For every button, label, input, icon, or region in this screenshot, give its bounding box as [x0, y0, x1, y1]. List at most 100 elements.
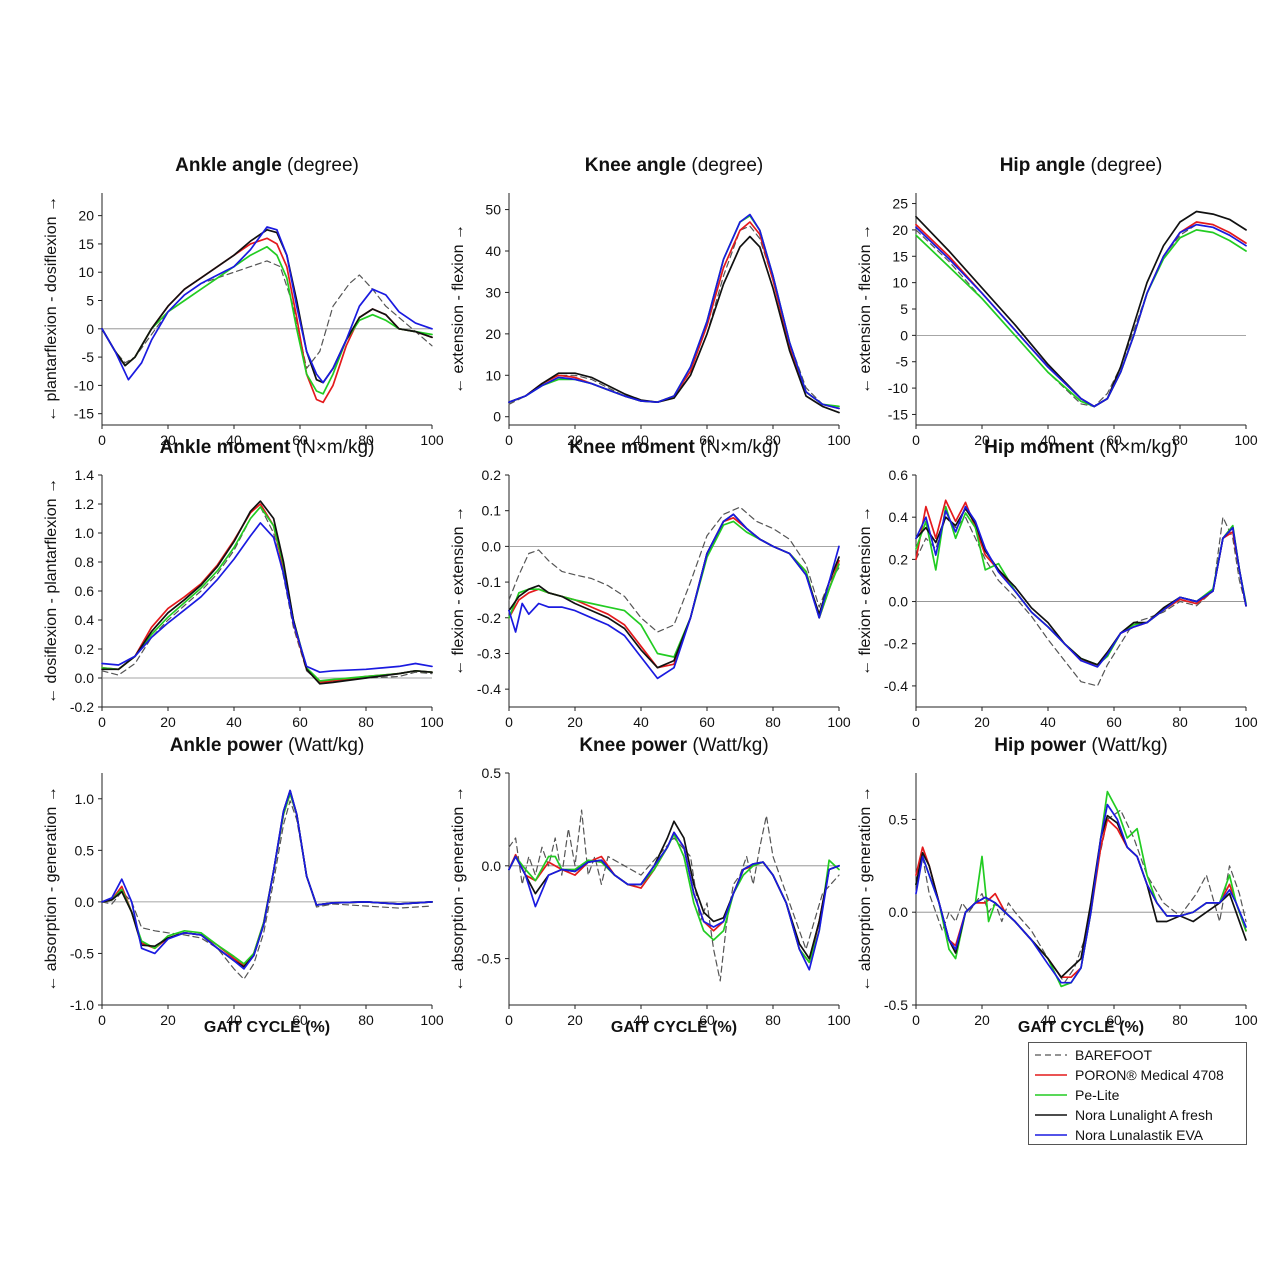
y-tick-label: 10: [485, 367, 501, 383]
y-tick-label: 1.2: [75, 496, 95, 512]
legend-label: Pe-Lite: [1075, 1087, 1120, 1103]
chart-panel: 0 10 20 30 40 50 0 20 40 60 80 100 Knee angle (degre…: [450, 155, 851, 448]
series-line: [101, 245, 433, 395]
chart-title: Ankle angle (degree): [175, 155, 359, 176]
series-line: [915, 224, 1247, 408]
series-line: [101, 789, 433, 968]
series-line: [508, 520, 840, 658]
y-tick-label: 0.2: [889, 551, 909, 567]
chart-title-unit: (Watt/kg): [288, 735, 364, 756]
x-axis-caption: GAIT CYCLE (%): [611, 1019, 737, 1036]
y-axis-label: ← extension - flexion →: [450, 224, 467, 394]
series-line: [915, 229, 1247, 408]
legend-swatch-pe-lite: [1035, 1094, 1067, 1096]
chart-title: Ankle moment (N×m/kg): [160, 437, 375, 458]
chart-title-unit: (N×m/kg): [700, 437, 779, 458]
y-axis-label: ← flexion - extension →: [450, 506, 467, 676]
chart-panel: -1.0 -0.5 0.0 0.5 1.0 0 20 40 60 80 100 Ankle power…: [43, 735, 444, 1028]
y-tick-label: 1.4: [75, 467, 95, 483]
y-tick-label: 0.5: [482, 765, 502, 781]
y-axis-label: ← plantarflexion - dosiflexion →: [43, 196, 60, 422]
x-tick-label: 60: [699, 432, 715, 448]
series-line: [508, 833, 840, 964]
series-line: [508, 221, 840, 410]
y-tick-label: 0.4: [889, 509, 909, 525]
y-tick-label: 5: [86, 293, 94, 309]
series-line: [508, 831, 840, 971]
chart-title-unit: (degree): [1090, 155, 1162, 176]
x-tick-label: 20: [567, 432, 583, 448]
y-axis-label: ← absorption - generation →: [450, 786, 467, 991]
x-tick-label: 20: [974, 714, 990, 730]
x-tick-label: 60: [292, 714, 308, 730]
x-tick-label: 40: [226, 714, 242, 730]
chart-panel: -15 -10 -5 0 5 10 15 20 25 0 20 40 60 80 100 Hip angle …: [857, 155, 1258, 448]
y-tick-label: -0.2: [477, 610, 501, 626]
y-tick-label: 5: [900, 301, 908, 317]
x-tick-label: 40: [633, 1012, 649, 1028]
y-tick-label: -5: [82, 349, 95, 365]
series-line: [915, 499, 1247, 666]
x-tick-label: 80: [1172, 432, 1188, 448]
y-tick-label: -0.5: [70, 945, 94, 961]
x-tick-label: 80: [358, 714, 374, 730]
chart-title-name: Knee angle: [585, 155, 692, 176]
x-tick-label: 100: [420, 432, 444, 448]
x-tick-label: 100: [1234, 714, 1258, 730]
y-tick-label: 0.0: [482, 538, 502, 554]
y-tick-label: 25: [892, 196, 908, 212]
legend-swatch-poron: [1035, 1074, 1067, 1076]
chart-title-unit: (N×m/kg): [296, 437, 375, 458]
series-line: [508, 513, 840, 669]
legend-label: Nora Lunalastik EVA: [1075, 1127, 1204, 1143]
x-tick-label: 80: [765, 432, 781, 448]
x-tick-label: 40: [226, 432, 242, 448]
chart-title-unit: (degree): [691, 155, 763, 176]
x-tick-label: 80: [765, 714, 781, 730]
y-tick-label: 10: [78, 264, 94, 280]
x-tick-label: 100: [1234, 432, 1258, 448]
x-tick-label: 80: [1172, 1012, 1188, 1028]
y-tick-label: -5: [896, 354, 909, 370]
x-tick-label: 40: [1040, 714, 1056, 730]
legend-swatch-lunalastik: [1035, 1134, 1067, 1136]
legend-item-barefoot: BAREFOOT: [1029, 1045, 1246, 1065]
y-tick-label: 0.1: [482, 503, 502, 519]
chart-title-unit: (N×m/kg): [1099, 437, 1178, 458]
series-line: [101, 500, 433, 685]
x-tick-label: 60: [1106, 714, 1122, 730]
legend-item-lunalastik: Nora Lunalastik EVA: [1029, 1125, 1246, 1145]
series-line: [508, 516, 840, 669]
y-tick-label: 15: [892, 248, 908, 264]
x-tick-label: 100: [420, 714, 444, 730]
y-tick-label: 0: [900, 327, 908, 343]
y-axis-label: ← flexion - extension →: [857, 506, 874, 676]
chart-panel: -0.4 -0.3 -0.2 -0.1 0.0 0.1 0.2 0 20 40 60 80 100 Kne…: [450, 437, 851, 730]
y-tick-label: 0.0: [75, 894, 95, 910]
chart-title-name: Hip power: [994, 735, 1091, 756]
y-tick-label: 0.0: [889, 594, 909, 610]
y-tick-label: 30: [485, 284, 501, 300]
series-line: [915, 223, 1247, 408]
y-tick-label: 0: [493, 409, 501, 425]
y-axis-label: ← extension - flexion →: [857, 224, 874, 394]
legend-label: BAREFOOT: [1075, 1047, 1153, 1063]
y-tick-label: 0.5: [889, 811, 909, 827]
y-tick-label: -0.4: [884, 678, 908, 694]
y-tick-label: 0.0: [75, 670, 95, 686]
chart-title: Knee moment (N×m/kg): [569, 437, 779, 458]
x-axis-caption: GAIT CYCLE (%): [1018, 1019, 1144, 1036]
y-tick-label: -0.1: [477, 574, 501, 590]
x-tick-label: 60: [292, 432, 308, 448]
x-tick-label: 0: [505, 432, 513, 448]
y-tick-label: -0.5: [884, 997, 908, 1013]
y-tick-label: -0.4: [477, 681, 501, 697]
x-tick-label: 60: [1106, 1012, 1122, 1028]
series-line: [508, 506, 840, 633]
series-line: [101, 506, 433, 682]
x-tick-label: 100: [1234, 1012, 1258, 1028]
chart-title: Knee angle (degree): [585, 155, 763, 176]
series-line: [915, 210, 1247, 408]
chart-title-name: Ankle moment: [160, 437, 296, 458]
chart-title-name: Hip angle: [1000, 155, 1091, 176]
